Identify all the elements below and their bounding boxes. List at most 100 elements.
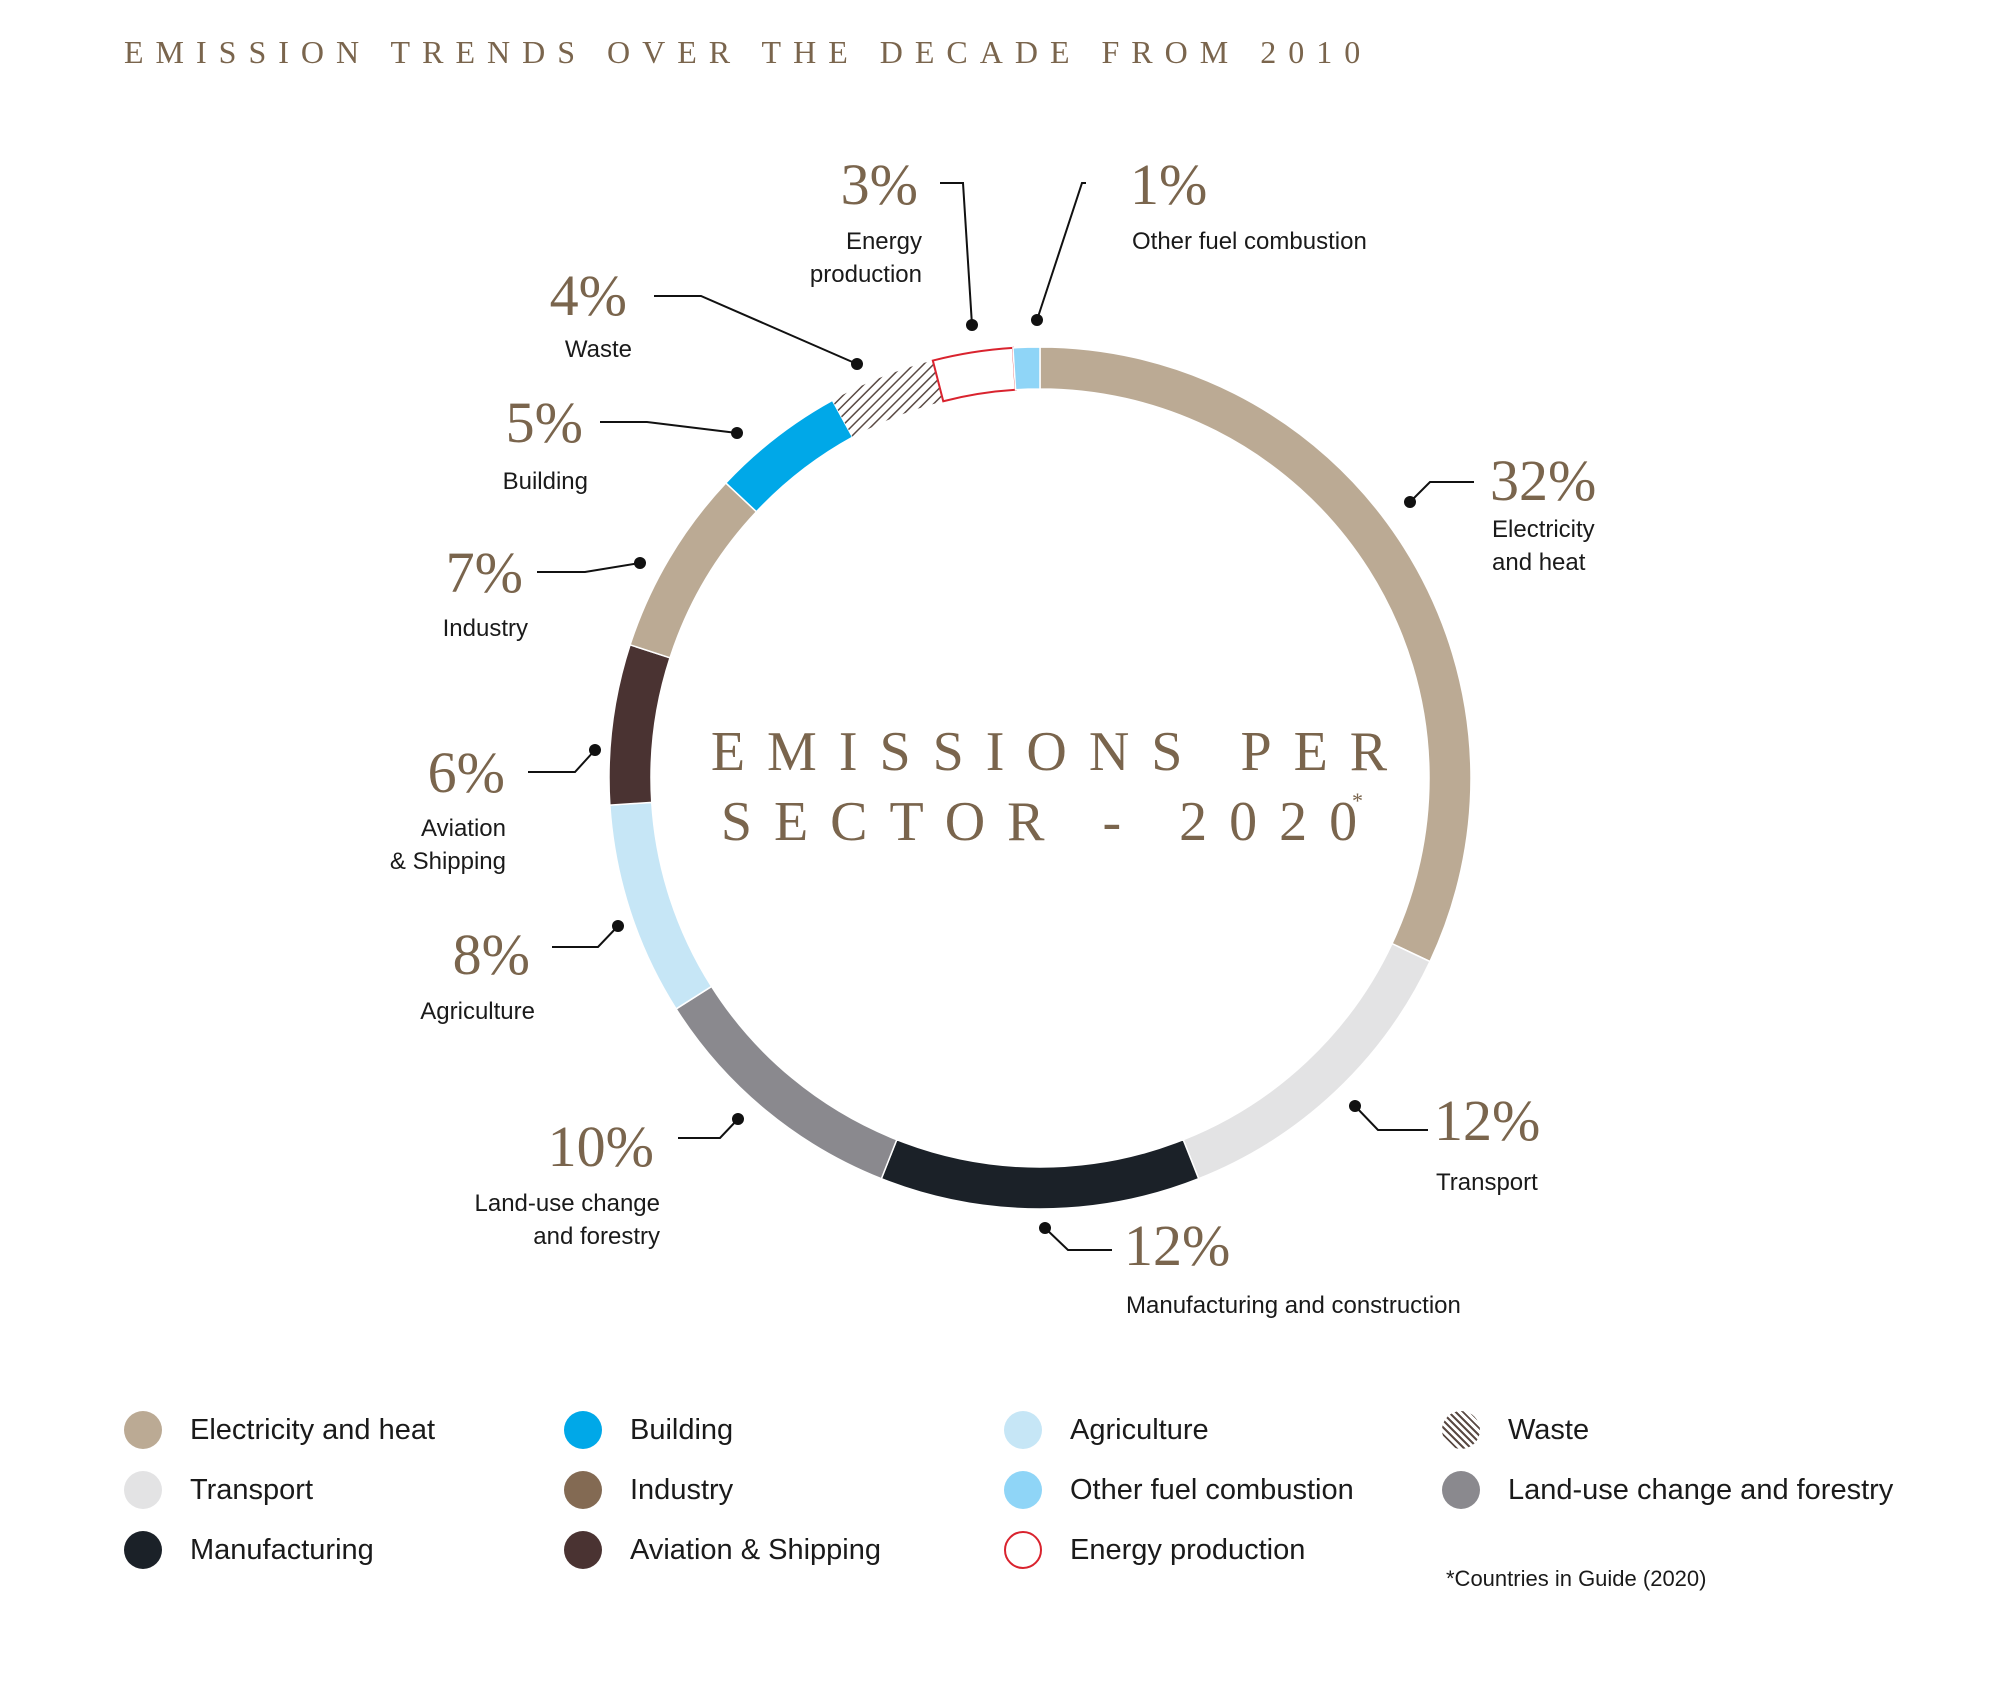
callout-other-fuel-combustion: 1% Other fuel combustion (1031, 152, 1367, 326)
segment-land-use-change-and-forestry (675, 985, 898, 1180)
legend-item-electricity-and-heat: Electricity and heat (124, 1410, 435, 1450)
legend-label-land-use-change-and-forestry: Land-use change and forestry (1508, 1473, 1894, 1506)
legend-swatch-electricity-and-heat (124, 1411, 162, 1449)
segment-industry (629, 481, 758, 659)
callout-line-manufacturing-and-construction (1044, 1227, 1112, 1251)
legend-item-building: Building (564, 1410, 733, 1450)
center-title-line1: EMISSIONS PER (711, 721, 1409, 783)
callout-line-waste (654, 295, 858, 365)
data-label-agriculture: 8% (453, 922, 530, 987)
category-label-energy-production: production (810, 261, 922, 288)
footnote: *Countries in Guide (2020) (1446, 1566, 1707, 1591)
donut-chart: 32% Electricity and heat 12% Transport 12% Man… (390, 152, 1596, 1319)
legend-swatch-transport (124, 1471, 162, 1509)
legend-label-electricity-and-heat: Electricity and heat (190, 1413, 436, 1446)
callout-line-transport (1354, 1105, 1428, 1131)
center-title-line2: SECTOR - 2020 (721, 791, 1379, 853)
legend-label-waste: Waste (1508, 1413, 1590, 1446)
legend-item-energy-production: Energy production (1004, 1530, 1305, 1570)
callout-electricity-and-heat: 32% Electricity and heat (1404, 448, 1596, 576)
segment-transport (1182, 942, 1431, 1180)
data-label-electricity-and-heat: 32% (1490, 448, 1596, 513)
segment-agriculture (609, 801, 713, 1010)
callout-transport: 12% Transport (1349, 1088, 1540, 1196)
center-title-asterisk: * (1352, 788, 1363, 813)
category-label-transport: Transport (1436, 1169, 1538, 1196)
page-title: EMISSION TRENDS OVER THE DECADE FROM 201… (124, 34, 1373, 70)
legend-item-agriculture: Agriculture (1004, 1410, 1209, 1450)
legend-item-industry: Industry (564, 1470, 733, 1510)
callout-line-electricity-and-heat (1409, 481, 1474, 503)
category-label-land-use-change-and-forestry: and forestry (533, 1223, 660, 1250)
legend-swatch-manufacturing (124, 1531, 162, 1569)
callout-line-agriculture (552, 925, 619, 948)
legend-label-agriculture: Agriculture (1070, 1413, 1209, 1446)
category-label-electricity-and-heat: Electricity (1492, 516, 1595, 543)
data-label-land-use-change-and-forestry: 10% (548, 1114, 654, 1179)
category-label-manufacturing-and-construction: Manufacturing and construction (1126, 1292, 1461, 1319)
callout-aviation-and-shipping: 6% Aviation & Shipping (390, 740, 601, 875)
legend-swatch-industry (564, 1471, 602, 1509)
segment-electricity-and-heat (1039, 346, 1472, 963)
legend-label-energy-production: Energy production (1070, 1533, 1306, 1566)
legend-label-aviation-and-shipping: Aviation & Shipping (630, 1533, 881, 1566)
legend-item-other-fuel-combustion: Other fuel combustion (1004, 1470, 1354, 1510)
data-label-other-fuel-combustion: 1% (1130, 152, 1207, 217)
callout-line-building (600, 421, 738, 434)
segment-waste (832, 360, 944, 438)
category-label-aviation-and-shipping: Aviation (421, 815, 506, 842)
data-label-aviation-and-shipping: 6% (428, 740, 505, 805)
legend-swatch-waste (1442, 1411, 1480, 1449)
legend-label-other-fuel-combustion: Other fuel combustion (1070, 1473, 1354, 1506)
data-label-waste: 4% (550, 263, 627, 328)
data-label-energy-production: 3% (841, 152, 918, 217)
callout-line-land-use-change-and-forestry (678, 1118, 739, 1139)
legend-item-land-use-change-and-forestry: Land-use change and forestry (1442, 1470, 1893, 1510)
legend-label-industry: Industry (630, 1473, 734, 1506)
callout-industry: 7% Industry (443, 540, 646, 642)
callout-line-energy-production (940, 182, 973, 326)
legend-swatch-agriculture (1004, 1411, 1042, 1449)
legend-swatch-aviation-and-shipping (564, 1531, 602, 1569)
legend-swatch-land-use-change-and-forestry (1442, 1471, 1480, 1509)
ring-segments (608, 346, 1472, 1210)
data-label-building: 5% (506, 390, 583, 455)
legend-label-manufacturing: Manufacturing (190, 1533, 374, 1566)
callout-energy-production: 3% Energy production (810, 152, 978, 331)
segment-energy-production (931, 346, 1017, 403)
legend-item-transport: Transport (124, 1470, 313, 1510)
category-label-building: Building (503, 468, 588, 495)
category-label-aviation-and-shipping: & Shipping (390, 848, 506, 875)
legend-item-manufacturing: Manufacturing (124, 1530, 374, 1570)
category-label-energy-production: Energy (846, 228, 922, 255)
category-label-electricity-and-heat: and heat (1492, 549, 1586, 576)
category-label-industry: Industry (443, 615, 528, 642)
callout-line-aviation-and-shipping (528, 749, 596, 773)
category-label-other-fuel-combustion: Other fuel combustion (1132, 228, 1367, 255)
category-label-waste: Waste (565, 336, 632, 363)
callout-line-other-fuel-combustion (1036, 182, 1086, 321)
callout-building: 5% Building (503, 390, 743, 495)
segment-aviation-and-shipping (608, 643, 671, 806)
legend-item-aviation-and-shipping: Aviation & Shipping (564, 1530, 881, 1570)
legend-item-waste: Waste (1442, 1410, 1589, 1450)
data-label-transport: 12% (1434, 1088, 1540, 1153)
callout-land-use-change-and-forestry: 10% Land-use change and forestry (475, 1113, 744, 1250)
segment-other-fuel-combustion (1012, 346, 1041, 391)
callout-agriculture: 8% Agriculture (420, 920, 624, 1025)
category-label-land-use-change-and-forestry: Land-use change (475, 1190, 660, 1217)
legend: Electricity and heat Transport Manufacturi… (124, 1410, 1924, 1600)
data-label-manufacturing-and-construction: 12% (1124, 1213, 1230, 1278)
legend-swatch-building (564, 1411, 602, 1449)
callout-waste: 4% Waste (550, 263, 863, 370)
legend-label-transport: Transport (190, 1473, 314, 1506)
segment-building (724, 399, 854, 513)
legend-swatch-other-fuel-combustion (1004, 1471, 1042, 1509)
callouts: 32% Electricity and heat 12% Transport 12% Man… (390, 152, 1596, 1319)
legend-label-building: Building (630, 1413, 734, 1446)
legend-swatch-energy-production (1004, 1531, 1042, 1569)
segment-manufacturing-and-construction (880, 1138, 1200, 1210)
category-label-agriculture: Agriculture (420, 998, 535, 1025)
callout-manufacturing-and-construction: 12% Manufacturing and construction (1039, 1213, 1461, 1319)
data-label-industry: 7% (446, 540, 523, 605)
